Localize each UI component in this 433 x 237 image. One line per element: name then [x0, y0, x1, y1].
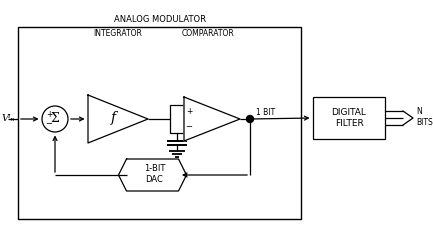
Text: Vᴵₙ: Vᴵₙ	[2, 114, 16, 123]
Text: −: −	[185, 123, 193, 132]
Text: +: +	[186, 106, 192, 115]
Circle shape	[246, 115, 253, 123]
Text: 1 BIT: 1 BIT	[256, 108, 275, 117]
Text: N
BITS: N BITS	[416, 107, 433, 127]
Text: COMPARATOR: COMPARATOR	[181, 28, 234, 37]
Text: Σ: Σ	[51, 111, 59, 124]
Bar	[18, 27, 301, 219]
Text: 1-BIT
DAC: 1-BIT DAC	[144, 164, 165, 184]
Text: +: +	[46, 109, 52, 118]
Bar	[170, 105, 184, 133]
Text: ANALOG MODULATOR: ANALOG MODULATOR	[113, 15, 206, 24]
Text: −: −	[45, 119, 52, 128]
Polygon shape	[184, 97, 240, 141]
Polygon shape	[119, 159, 187, 191]
Bar	[313, 97, 385, 139]
Circle shape	[42, 106, 68, 132]
Text: DIGITAL
FILTER: DIGITAL FILTER	[332, 108, 366, 128]
Polygon shape	[88, 95, 148, 143]
Text: INTEGRATOR: INTEGRATOR	[94, 28, 142, 37]
Text: f: f	[110, 111, 116, 125]
